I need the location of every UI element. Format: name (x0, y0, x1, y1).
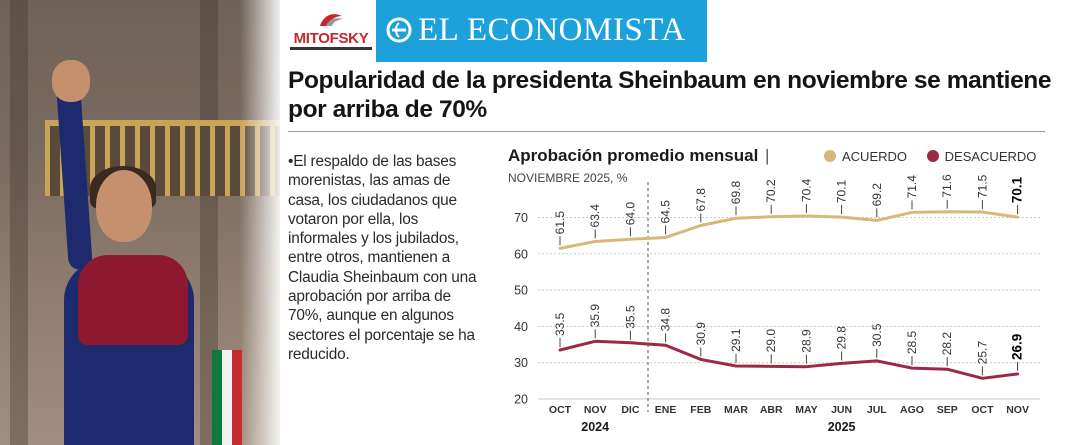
data-label-desacuerdo: 35.5 (623, 305, 637, 329)
y-tick-label-40: 40 (514, 320, 528, 334)
data-label-acuerdo: 71.5 (975, 174, 989, 198)
economista-globe-icon (386, 17, 412, 43)
mexican-flag (212, 350, 242, 445)
waving-hand (52, 60, 90, 102)
data-label-acuerdo: 69.8 (729, 181, 743, 205)
data-label-acuerdo: 67.8 (694, 188, 708, 212)
y-tick-label-70: 70 (514, 211, 528, 225)
legend-item-acuerdo: ACUERDO (824, 149, 907, 164)
data-label-acuerdo: 69.2 (870, 183, 884, 207)
x-tick-label: MAY (795, 404, 817, 416)
mitofsky-wordmark: MITOFSKY (293, 30, 369, 47)
divider-line (288, 131, 1045, 132)
data-label-desacuerdo: 28.5 (905, 330, 919, 354)
data-label-desacuerdo: 30.5 (870, 323, 884, 347)
chart-subtitle: NOVIEMBRE 2025, % (508, 171, 628, 185)
x-tick-label: FEB (690, 404, 711, 416)
data-label-desacuerdo: 29.1 (729, 328, 743, 352)
y-tick-label-30: 30 (514, 356, 528, 370)
legend-label-desacuerdo: DESACUERDO (944, 149, 1037, 164)
x-tick-label: AGO (900, 404, 924, 416)
data-label-desacuerdo: 28.9 (799, 329, 813, 353)
data-label-desacuerdo: 30.9 (694, 322, 708, 346)
data-label-desacuerdo: 34.8 (659, 308, 673, 332)
y-tick-label-50: 50 (514, 284, 528, 298)
photo-president-balcony (0, 0, 280, 445)
article-body: •El respaldo de las bases morenistas, la… (288, 153, 477, 363)
legend-dot-desacuerdo (926, 150, 939, 162)
x-tick-label: OCT (549, 404, 572, 416)
chart-title-text: Aprobación promedio mensual (508, 146, 759, 165)
data-label-acuerdo: 64.0 (623, 202, 637, 226)
y-tick-label-60: 60 (514, 247, 528, 261)
data-label-acuerdo: 71.6 (940, 174, 954, 198)
mitofsky-logo: MITOFSKY (288, 10, 374, 52)
x-tick-label: DIC (621, 404, 640, 416)
data-label-acuerdo: 61.5 (553, 211, 567, 235)
x-tick-label: JUN (831, 404, 852, 416)
economista-wordmark: EL ECONOMISTA (418, 12, 686, 48)
data-label-acuerdo: 63.4 (588, 204, 602, 228)
legend-item-desacuerdo: DESACUERDO (926, 149, 1037, 164)
x-tick-label: MAR (724, 404, 748, 416)
headline: Popularidad de la presidenta Sheinbaum e… (288, 67, 1052, 123)
data-label-desacuerdo: 26.9 (1010, 334, 1025, 360)
embroidered-blouse (78, 255, 188, 345)
year-label-2025: 2025 (828, 420, 856, 434)
series-line-acuerdo (558, 210, 1020, 250)
x-tick-label: SEP (937, 404, 958, 416)
data-label-acuerdo: 70.4 (799, 178, 813, 202)
data-label-acuerdo: 70.1 (1010, 176, 1025, 203)
x-tick-label: ENE (655, 404, 677, 416)
legend-dot-acuerdo (824, 150, 836, 162)
x-tick-label: NOV (1006, 404, 1029, 416)
legend-label-acuerdo: ACUERDO (842, 149, 908, 164)
data-label-desacuerdo: 35.9 (588, 304, 602, 328)
data-label-acuerdo: 64.5 (659, 200, 673, 224)
x-tick-label: OCT (971, 404, 994, 416)
data-label-desacuerdo: 29.8 (835, 326, 849, 350)
y-tick-label-20: 20 (514, 393, 528, 407)
x-tick-label: JUL (867, 404, 887, 416)
face (96, 170, 152, 242)
data-label-desacuerdo: 29.0 (764, 329, 778, 353)
series-line-desacuerdo (558, 339, 1020, 380)
data-label-desacuerdo: 28.2 (940, 332, 954, 356)
mitofsky-emblem-icon (320, 14, 343, 26)
data-label-acuerdo: 71.4 (905, 175, 919, 199)
el-economista-logo: EL ECONOMISTA (376, 0, 707, 62)
data-label-acuerdo: 70.1 (835, 179, 849, 203)
data-label-desacuerdo: 33.5 (553, 312, 567, 336)
x-tick-label: ABR (760, 404, 783, 416)
chart-title-separator: | (765, 146, 770, 165)
chart-title: Aprobación promedio mensual | (508, 146, 769, 166)
chart-legend: ACUERDO DESACUERDO (824, 149, 1052, 164)
year-label-2024: 2024 (581, 420, 609, 434)
x-tick-label: NOV (584, 404, 607, 416)
data-label-acuerdo: 70.2 (764, 179, 778, 203)
data-label-desacuerdo: 25.7 (975, 341, 989, 365)
